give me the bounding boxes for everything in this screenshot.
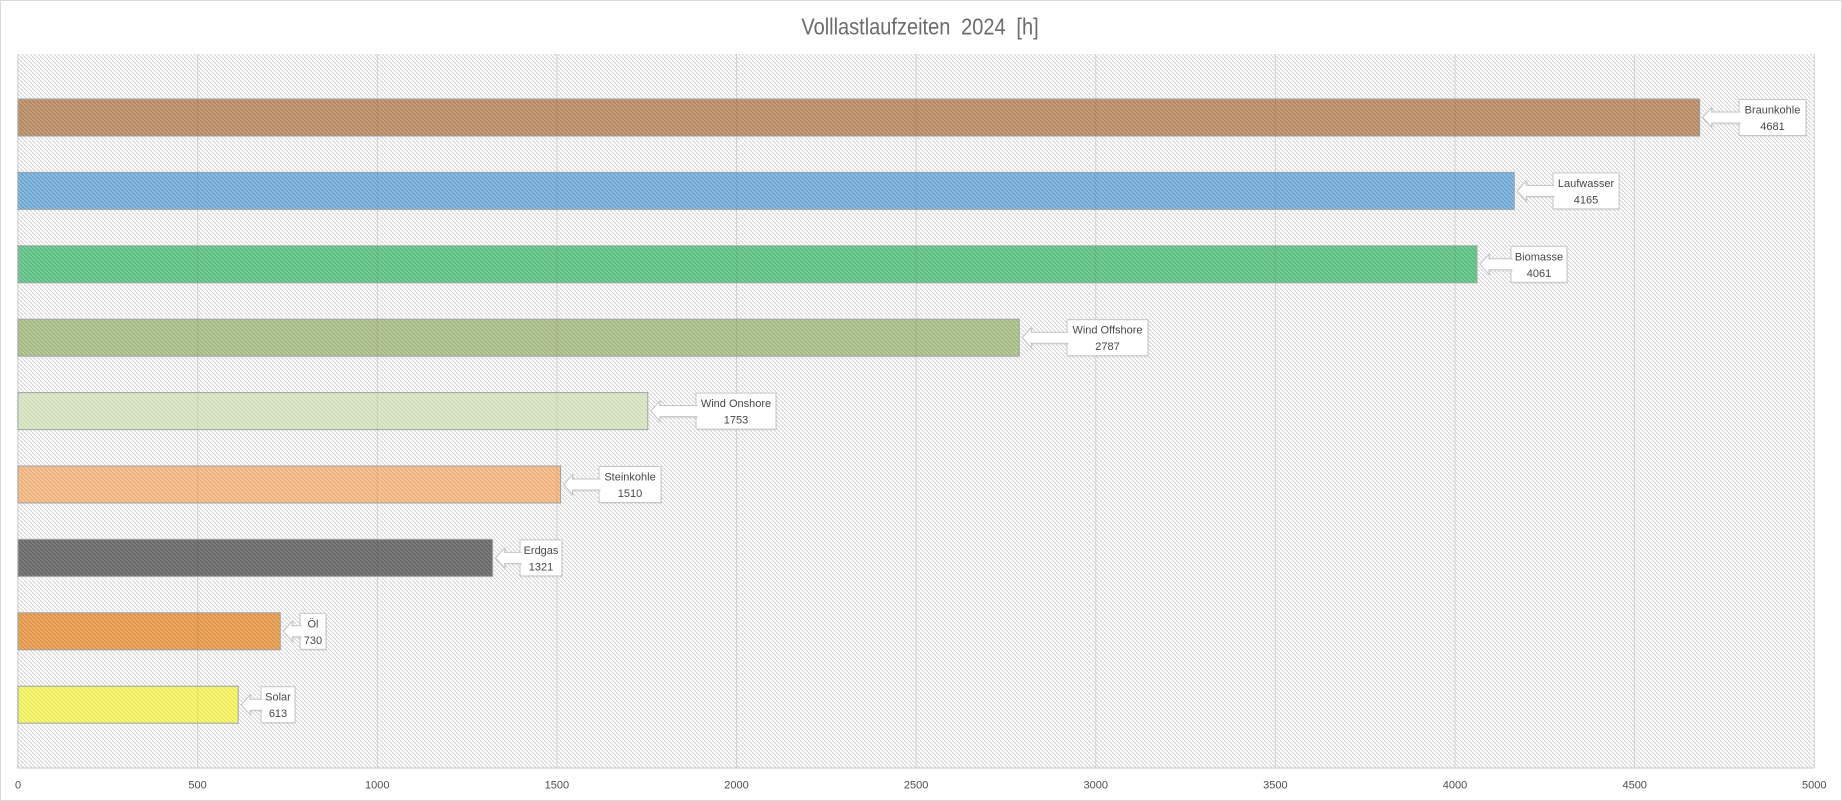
svg-text:2787: 2787 (1095, 341, 1119, 353)
svg-text:4165: 4165 (1574, 194, 1598, 206)
svg-text:Biomasse: Biomasse (1515, 251, 1563, 263)
svg-text:500: 500 (188, 780, 206, 792)
svg-text:Wind Onshore: Wind Onshore (701, 398, 771, 410)
svg-text:Laufwasser: Laufwasser (1558, 178, 1615, 190)
svg-text:1321: 1321 (529, 561, 553, 573)
svg-text:Solar: Solar (265, 692, 291, 704)
svg-text:1000: 1000 (365, 780, 389, 792)
svg-text:4061: 4061 (1527, 268, 1551, 280)
svg-text:1510: 1510 (618, 488, 642, 500)
svg-text:1753: 1753 (724, 415, 748, 427)
svg-text:4000: 4000 (1443, 780, 1467, 792)
svg-text:730: 730 (304, 635, 322, 647)
svg-text:Erdgas: Erdgas (524, 545, 559, 557)
svg-text:0: 0 (15, 780, 21, 792)
svg-text:2000: 2000 (724, 780, 748, 792)
svg-text:5000: 5000 (1802, 780, 1826, 792)
svg-text:Steinkohle: Steinkohle (604, 472, 655, 484)
svg-text:4500: 4500 (1622, 780, 1646, 792)
svg-text:2500: 2500 (904, 780, 928, 792)
svg-text:Wind Offshore: Wind Offshore (1072, 325, 1142, 337)
svg-text:Öl: Öl (308, 618, 319, 630)
svg-text:3500: 3500 (1263, 780, 1287, 792)
svg-text:613: 613 (269, 708, 287, 720)
svg-text:Braunkohle: Braunkohle (1745, 105, 1801, 117)
svg-text:1500: 1500 (545, 780, 569, 792)
svg-text:4681: 4681 (1760, 121, 1784, 133)
svg-text:3000: 3000 (1084, 780, 1108, 792)
svg-text:Volllastlaufzeiten 2024 [h]: Volllastlaufzeiten 2024 [h] (801, 13, 1038, 40)
